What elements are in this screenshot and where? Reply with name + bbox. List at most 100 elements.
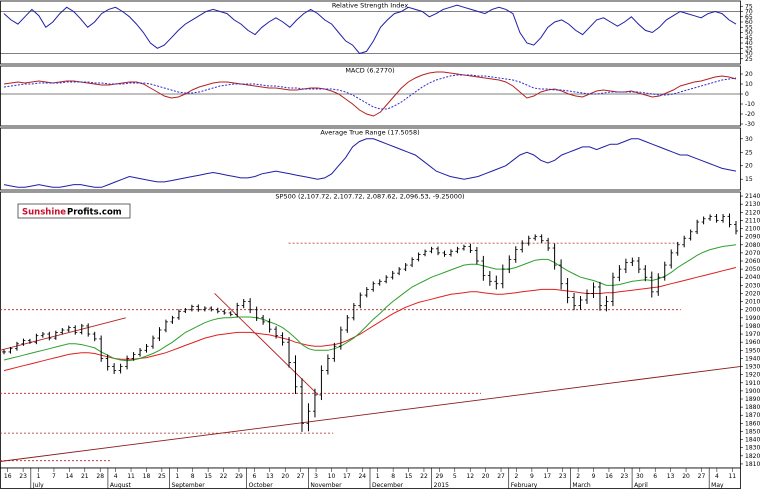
ohlc-bar xyxy=(14,341,19,351)
month-label: July xyxy=(32,482,44,489)
logo-box xyxy=(17,203,131,219)
atr-ytick-label: 20 xyxy=(745,163,753,170)
price-ytick-label: 1960 xyxy=(745,339,760,346)
macd-signal-line xyxy=(3,74,737,110)
ohlc-bar xyxy=(617,265,622,282)
ohlc-bar xyxy=(533,234,538,241)
macd-title: MACD (6.2770) xyxy=(345,67,394,75)
ohlc-bar xyxy=(338,326,343,350)
ohlc-bar xyxy=(131,352,136,361)
price-ytick-label: 2140 xyxy=(745,193,760,200)
atr-ytick-label: 25 xyxy=(745,149,753,156)
price-ytick-label: 2130 xyxy=(745,201,760,208)
ohlc-bar xyxy=(701,216,706,225)
ohlc-bar xyxy=(371,281,376,292)
xtick-label: 9 xyxy=(592,473,596,480)
ohlc-bar xyxy=(176,309,181,320)
xtick-label: 7 xyxy=(52,473,56,480)
price-plot xyxy=(0,213,740,462)
xtick-label: 20 xyxy=(682,473,690,480)
ohlc-bar xyxy=(682,235,687,248)
ohlc-bar xyxy=(21,338,26,346)
price-ytick-label: 2110 xyxy=(745,217,760,224)
ohlc-bar xyxy=(636,257,641,274)
ohlc-bar xyxy=(209,306,214,312)
ohlc-bar xyxy=(481,255,486,281)
xtick-label: 29 xyxy=(235,473,243,480)
ohlc-bar xyxy=(513,246,518,263)
ohlc-bar xyxy=(144,343,149,353)
ohlc-bar xyxy=(585,289,590,304)
ohlc-bar xyxy=(669,249,674,269)
rsi-ytick-label: 70 xyxy=(745,9,753,16)
xtick-label: 17 xyxy=(543,473,551,480)
ohlc-bar xyxy=(105,354,110,371)
price-ytick-label: 2030 xyxy=(745,282,760,289)
ohlc-bar xyxy=(436,246,441,256)
rsi-line xyxy=(3,4,737,55)
ohlc-bar xyxy=(623,258,628,274)
ohlc-bar xyxy=(222,309,227,315)
ohlc-bar xyxy=(397,267,402,276)
xtick-label: 2 xyxy=(515,473,519,480)
ohlc-bar xyxy=(254,306,259,321)
ohlc-bar xyxy=(520,240,525,253)
ohlc-bar xyxy=(287,337,292,368)
ohlc-bar xyxy=(125,355,130,370)
ohlc-bar xyxy=(150,335,155,349)
xtick-label: 1 xyxy=(175,473,179,480)
price-ytick-label: 2040 xyxy=(745,274,760,281)
price-ytick-label: 2060 xyxy=(745,258,760,265)
price-ytick-label: 2090 xyxy=(745,234,760,241)
ohlc-bar xyxy=(34,333,39,345)
xtick-label: 11 xyxy=(127,473,135,480)
ohlc-bar xyxy=(261,314,266,325)
ohlc-bar xyxy=(66,325,71,332)
ohlc-bar xyxy=(8,346,13,354)
ohlc-bar xyxy=(487,271,492,286)
xtick-label: 10 xyxy=(328,473,336,480)
ohlc-bar xyxy=(215,307,220,314)
price-ytick-label: 1940 xyxy=(745,355,760,362)
macd-panel: 20 10 0 -10 -20 -30 MACD (6.2770) xyxy=(0,65,755,128)
ohlc-bar xyxy=(235,302,240,318)
xtick-label: 17 xyxy=(343,473,351,480)
trendline xyxy=(214,293,319,396)
price-ytick-label: 1950 xyxy=(745,347,760,354)
month-label: February xyxy=(511,482,538,489)
ohlc-bar xyxy=(202,306,207,312)
rsi-ytick-label: 30 xyxy=(745,51,753,58)
ohlc-bar xyxy=(708,214,713,221)
ohlc-bar xyxy=(92,331,97,342)
xtick-label: 12 xyxy=(466,473,474,480)
price-ytick-label: 1890 xyxy=(745,396,760,403)
ohlc-bar xyxy=(384,275,389,284)
price-ytick-label: 1840 xyxy=(745,437,760,444)
price-ytick-label: 1860 xyxy=(745,420,760,427)
xtick-label: 20 xyxy=(482,473,490,480)
logo-sunshine: Sunshine xyxy=(22,208,66,218)
ohlc-bar xyxy=(293,355,298,394)
ohlc-bar xyxy=(423,249,428,257)
ohlc-bar xyxy=(630,257,635,267)
rsi-ytick-label: 40 xyxy=(745,40,753,47)
ohlc-bar xyxy=(86,323,91,337)
price-ytick-label: 1980 xyxy=(745,323,760,330)
ohlc-bar xyxy=(299,378,304,432)
ohlc-bar xyxy=(507,255,512,274)
month-label: May xyxy=(711,482,724,489)
price-title: SP500 (2,107.72, 2,107.72, 2,087.62, 2,0… xyxy=(275,193,464,201)
ohlc-bar xyxy=(73,325,78,335)
price-ytick-label: 2070 xyxy=(745,250,760,257)
xtick-label: 20 xyxy=(281,473,289,480)
price-ytick-label: 1850 xyxy=(745,428,760,435)
rsi-ytick-label: 65 xyxy=(745,14,753,21)
ohlc-bar xyxy=(727,213,732,228)
ohlc-bar xyxy=(280,332,285,346)
price-ytick-label: 2050 xyxy=(745,266,760,273)
macd-ytick-label: -20 xyxy=(745,111,755,118)
